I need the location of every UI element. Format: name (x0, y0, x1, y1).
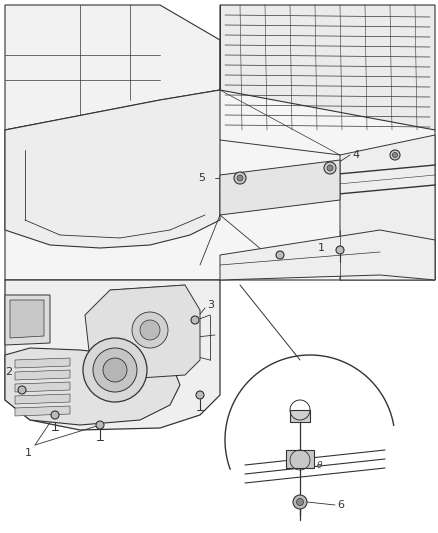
Polygon shape (15, 394, 70, 404)
Circle shape (140, 320, 160, 340)
Polygon shape (15, 358, 70, 368)
Circle shape (392, 152, 398, 157)
Polygon shape (15, 382, 70, 392)
Circle shape (93, 348, 137, 392)
Polygon shape (5, 295, 50, 345)
Polygon shape (85, 285, 200, 380)
Circle shape (18, 386, 26, 394)
Polygon shape (15, 406, 70, 416)
Circle shape (276, 251, 284, 259)
Circle shape (96, 421, 104, 429)
Text: 1: 1 (25, 448, 32, 458)
Polygon shape (10, 300, 44, 338)
Circle shape (336, 246, 344, 254)
Polygon shape (5, 90, 220, 248)
Text: 6: 6 (337, 500, 344, 510)
Polygon shape (5, 280, 220, 430)
Circle shape (293, 495, 307, 509)
Polygon shape (5, 5, 220, 130)
Polygon shape (286, 450, 314, 468)
Circle shape (196, 391, 204, 399)
Text: $\theta$: $\theta$ (316, 459, 323, 471)
Circle shape (297, 498, 304, 505)
Polygon shape (15, 370, 70, 380)
Text: 1: 1 (318, 243, 325, 253)
Circle shape (103, 358, 127, 382)
Circle shape (234, 172, 246, 184)
Polygon shape (220, 160, 340, 215)
Polygon shape (5, 348, 180, 425)
Polygon shape (220, 5, 435, 145)
Polygon shape (340, 135, 435, 280)
Text: 3: 3 (207, 300, 214, 310)
Polygon shape (220, 230, 435, 280)
Circle shape (132, 312, 168, 348)
Circle shape (324, 162, 336, 174)
Circle shape (51, 411, 59, 419)
Circle shape (327, 165, 333, 171)
Text: 4: 4 (352, 150, 359, 160)
Circle shape (191, 316, 199, 324)
Text: 2: 2 (5, 367, 12, 377)
Circle shape (237, 175, 243, 181)
Circle shape (390, 150, 400, 160)
Circle shape (83, 338, 147, 402)
Polygon shape (290, 410, 310, 422)
Polygon shape (5, 90, 435, 280)
Text: 5: 5 (198, 173, 205, 183)
